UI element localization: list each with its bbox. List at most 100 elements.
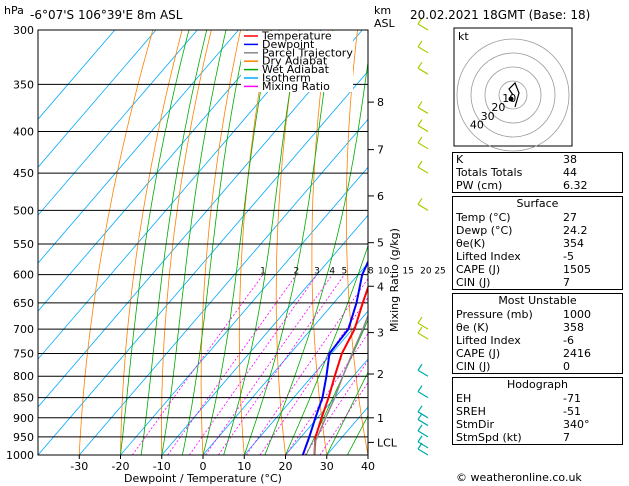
mixing-ratio-label: 10 — [378, 267, 390, 277]
wind-barb-staff — [417, 23, 429, 31]
mixing-ratio-label: 1 — [260, 267, 266, 277]
isotherm-line — [78, 118, 368, 455]
most-unstable-title: Most Unstable — [498, 294, 577, 307]
surface-value: 7 — [563, 276, 570, 289]
wet-adiabat-line — [305, 319, 368, 455]
legend-bg — [241, 31, 353, 92]
hodograph-ring-label: 30 — [481, 110, 495, 123]
surface-value: 24.2 — [563, 224, 588, 237]
isotherm-line — [38, 30, 322, 360]
wind-barb-staff — [417, 166, 429, 174]
hodograph-stats-box: Hodograph EH -71 SREH -51 StmDir 340° StmSpd (… — [452, 377, 623, 445]
hodograph-stat-value: 7 — [563, 431, 570, 444]
km-tick-label: LCL — [377, 436, 398, 449]
wind-barbs — [417, 17, 429, 456]
isotherm-line — [120, 166, 368, 455]
wind-barb-flag — [417, 101, 423, 108]
wind-barb-staff — [417, 448, 429, 456]
mixing-ratio-label: 20 — [420, 267, 432, 277]
surface-label: CIN (J) — [456, 276, 491, 289]
hodograph-unit: kt — [458, 30, 469, 43]
most-unstable-row: Pressure (mb) 1000 — [453, 308, 624, 321]
mixing-ratio-line — [304, 359, 368, 455]
wind-barb-staff — [417, 441, 429, 449]
hodograph-stat-row: StmSpd (kt) 7 — [453, 431, 624, 444]
wind-barb-flag — [417, 160, 423, 168]
mixing-ratio-line — [167, 274, 297, 455]
pressure-tick-label: 750 — [13, 347, 34, 360]
mixing-ratio-label: 2 — [294, 267, 300, 277]
isotherm-line — [161, 214, 368, 455]
isotherm-line — [38, 30, 363, 408]
hodograph-ring-label: 40 — [470, 119, 484, 132]
hodograph-ring — [470, 52, 556, 138]
series-dewpoint — [301, 259, 368, 455]
surface-title: Surface — [516, 197, 559, 210]
isotherm-line — [243, 310, 368, 455]
legend-label: Isotherm — [262, 72, 311, 85]
wind-barb-staff — [417, 142, 429, 150]
most-unstable-box: Most Unstable Pressure (mb) 1000 θe (K) 358… — [452, 293, 623, 374]
wind-barb-staff — [417, 125, 429, 133]
wind-barb-staff — [417, 369, 429, 377]
mixing-ratio-label: 25 — [434, 267, 445, 277]
index-value: 6.32 — [563, 179, 588, 192]
isotherm-line — [202, 262, 368, 455]
legend-label: Dry Adiabat — [262, 55, 328, 68]
legend-label: Wet Adiabat — [262, 63, 330, 76]
legend-label: Mixing Ratio — [262, 80, 330, 93]
km-unit-label: km — [374, 4, 391, 17]
wind-barb-staff — [417, 322, 429, 330]
pressure-tick-label: 300 — [13, 24, 34, 37]
dry-adiabat-line — [78, 30, 154, 455]
index-label: K — [456, 153, 464, 166]
hodograph-ring-label: 20 — [491, 101, 505, 114]
wind-barb-staff — [417, 332, 429, 340]
hodograph: 40302010 — [453, 27, 573, 152]
isotherm-line — [285, 358, 368, 455]
surface-label: CAPE (J) — [456, 263, 501, 276]
hodograph-stat-row: EH -71 — [453, 392, 624, 405]
pressure-tick-label: 950 — [13, 431, 34, 444]
wet-adiabat-line — [120, 30, 190, 455]
wind-barb-flag — [417, 40, 423, 48]
mixing-ratio-line — [218, 274, 345, 455]
copyright-footer: © weatheronline.co.uk — [456, 471, 582, 484]
most-unstable-label: CAPE (J) — [456, 347, 501, 360]
surface-row: Dewp (°C) 24.2 — [453, 224, 624, 237]
mixing-ratio-label: 15 — [402, 267, 413, 277]
surface-row: CAPE (J) 1505 — [453, 263, 624, 276]
index-row: PW (cm) 6.32 — [453, 179, 624, 192]
most-unstable-row: Lifted Index -6 — [453, 334, 624, 347]
pressure-tick-label: 800 — [13, 370, 34, 383]
wind-barb-flag — [417, 197, 423, 205]
pressure-tick-label: 450 — [13, 167, 34, 180]
most-unstable-value: -6 — [563, 334, 574, 347]
legend-label: Dewpoint — [262, 38, 315, 51]
surface-row: Temp (°C) 27 — [453, 211, 624, 224]
km-tick-label: 7 — [377, 144, 384, 157]
wind-barb-staff — [417, 411, 429, 419]
mixing-ratio-line — [246, 277, 368, 455]
hodograph-trace — [508, 81, 520, 108]
basic-indices-box: K 38 Totals Totals 44 PW (cm) 6.32 — [452, 152, 623, 193]
x-tick-label: 30 — [320, 460, 334, 473]
wind-barb-staff — [417, 391, 429, 399]
hodograph-ring — [484, 66, 542, 124]
most-unstable-value: 2416 — [563, 347, 591, 360]
wind-barb-flag — [417, 326, 423, 334]
pressure-tick-label: 500 — [13, 204, 34, 217]
km-tick-label: 4 — [377, 280, 384, 293]
surface-label: Temp (°C) — [456, 211, 511, 224]
mixing-ratio-label: 5 — [341, 267, 347, 277]
pressure-tick-label: 1000 — [6, 449, 34, 462]
wind-barb-staff — [417, 106, 429, 114]
isotherm-line — [38, 30, 281, 312]
series-parcel-trajectory — [313, 313, 368, 455]
most-unstable-label: CIN (J) — [456, 360, 491, 373]
mixing-ratio-label: 3 — [314, 267, 320, 277]
hodograph-stat-label: SREH — [456, 405, 486, 418]
x-tick-label: -10 — [153, 460, 171, 473]
wind-barb-flag — [417, 17, 423, 25]
